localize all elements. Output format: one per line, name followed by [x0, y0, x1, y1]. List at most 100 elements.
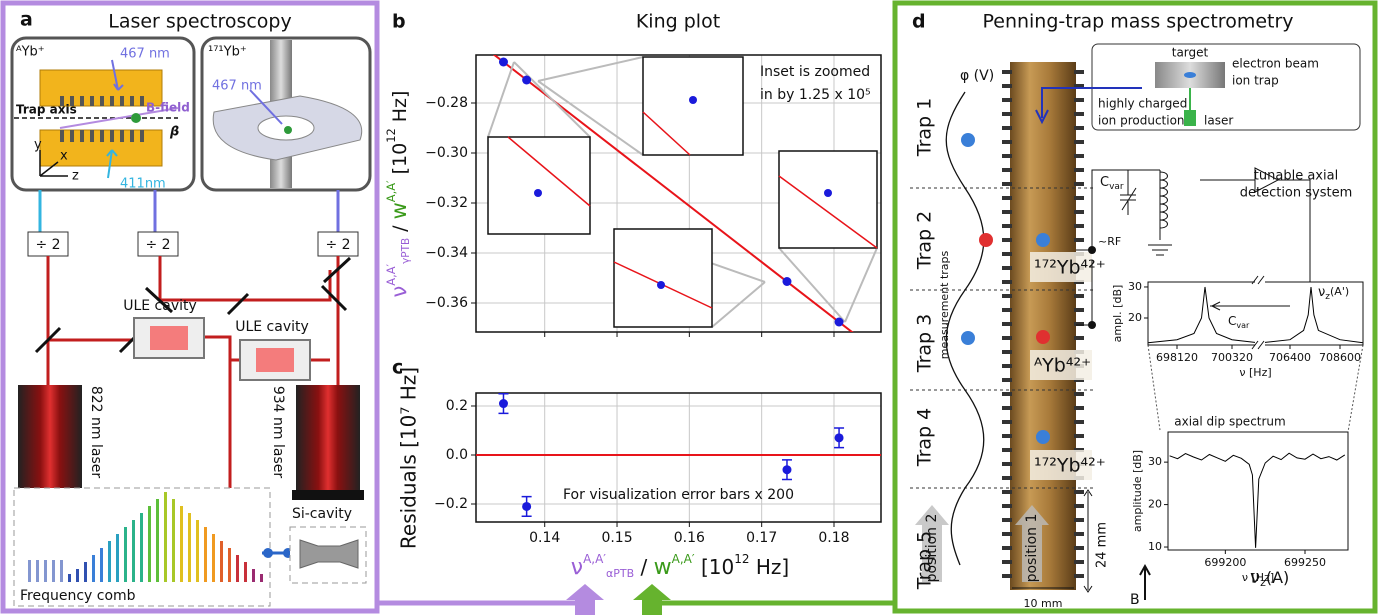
data-point	[498, 57, 508, 67]
ion-label: ᴬYb⁺	[16, 45, 45, 60]
data-line	[1169, 452, 1346, 548]
comb-line	[220, 541, 223, 582]
y-axis-label: amplitude [dB]	[1131, 450, 1144, 532]
ion-cloud	[979, 233, 993, 247]
x-tick-label: 0.18	[818, 530, 849, 546]
position-arrow	[915, 505, 949, 582]
electrode-ring	[1002, 112, 1012, 116]
y-tick-label: 10	[1148, 540, 1162, 553]
comb-line	[204, 527, 207, 582]
y-tick-label: 0.2	[446, 398, 468, 414]
panel-label: a	[20, 9, 33, 31]
y-axis-label-part: Hz]	[389, 91, 411, 129]
electrode-ring	[1074, 126, 1084, 130]
inset-line	[778, 175, 878, 249]
rf-label: ~RF	[1098, 235, 1121, 248]
data-point	[834, 433, 844, 443]
comb-line	[84, 562, 87, 582]
data-line	[1261, 286, 1364, 344]
x-tick-label: 706400	[1269, 351, 1311, 364]
electrode-ring	[1002, 448, 1012, 452]
panel-title: Penning-trap mass spectrometry	[982, 11, 1293, 33]
electrode-ring	[1074, 406, 1084, 410]
y-axis-label-part: /	[389, 219, 411, 237]
laser-base	[292, 490, 364, 500]
cavity-label: ULE cavity	[123, 298, 197, 314]
electrode-ring	[1002, 546, 1012, 550]
cvar-sub: var	[1109, 182, 1124, 192]
data-point	[834, 317, 844, 327]
axis-label: x	[60, 149, 68, 164]
comb-line	[124, 527, 127, 582]
comb-line	[36, 560, 39, 582]
electrode-ring	[1074, 140, 1084, 144]
electrode-ring	[1002, 378, 1012, 382]
electrode-ring	[1002, 476, 1012, 480]
link-node	[263, 548, 273, 558]
dimension-label: 10 mm	[1024, 597, 1063, 610]
electrode-ring	[1002, 420, 1012, 424]
electrode-ring	[1002, 462, 1012, 466]
insets	[487, 56, 878, 328]
peak-label-part: (A)	[1266, 568, 1289, 587]
laser-label: 822 nm laser	[88, 386, 104, 479]
x-tick-label: 0.17	[746, 530, 777, 546]
y-tick-label: 20	[1128, 311, 1142, 324]
chart-title: axial dip spectrum	[1174, 415, 1285, 429]
comb-line	[76, 569, 79, 582]
source-label: highly charged	[1098, 97, 1187, 111]
source-label: electron beam	[1232, 57, 1319, 71]
y-tick-label: −0.2	[434, 496, 468, 512]
peak-label-part: z	[1260, 576, 1266, 589]
electrode-ring	[1074, 238, 1084, 242]
measurement-label: measurement traps	[938, 250, 951, 359]
comb-line	[252, 569, 255, 582]
x-tick-label: 699200	[1204, 556, 1246, 569]
comb-line	[188, 513, 191, 582]
coil	[1159, 171, 1168, 229]
electrode-ring	[1074, 168, 1084, 172]
angle-label: β	[169, 125, 179, 140]
panel-label: d	[912, 11, 926, 33]
mirror	[34, 256, 352, 354]
laser	[18, 385, 82, 497]
electrode-ring	[1074, 294, 1084, 298]
data-point	[498, 399, 508, 409]
y-tick-label: 20	[1148, 498, 1162, 511]
data-point	[782, 277, 792, 286]
electrode-ring	[1074, 70, 1084, 74]
panel-d-frame	[892, 0, 1378, 614]
electrode-ring	[1074, 392, 1084, 396]
comb-line	[52, 560, 55, 582]
electrode-stack	[1010, 62, 1076, 590]
comb-line	[260, 574, 263, 582]
fit-line	[492, 55, 854, 332]
cvar: Cvar	[1100, 175, 1124, 192]
divider: ÷ 2	[35, 237, 60, 253]
y-axis-label-part: 12	[384, 128, 398, 143]
ion-cloud	[1036, 330, 1050, 344]
detection-label: tunable axial	[1254, 169, 1338, 184]
electrode-ring	[1002, 350, 1012, 354]
electrode-ring	[1074, 504, 1084, 508]
detection-label: detection system	[1240, 186, 1353, 201]
x-axis-label-part: [10	[695, 555, 735, 579]
electrode-ring	[1074, 308, 1084, 312]
cvar-arrow	[1210, 301, 1290, 311]
comb-line	[156, 499, 159, 582]
electrode-ring	[1002, 490, 1012, 494]
panel-label: b	[392, 11, 406, 33]
y-tick-label: −0.28	[425, 95, 468, 111]
peak-label-part: z	[1325, 292, 1330, 302]
divider: ÷ 2	[145, 237, 170, 253]
circuit	[1091, 167, 1311, 325]
laser	[1184, 110, 1196, 126]
comb-line	[92, 555, 95, 582]
comb-line	[132, 520, 135, 582]
electrode-ring	[1002, 252, 1012, 256]
inset-dot	[534, 189, 542, 197]
y-axis-label-part: γPTB	[400, 238, 412, 264]
inset	[642, 56, 744, 156]
